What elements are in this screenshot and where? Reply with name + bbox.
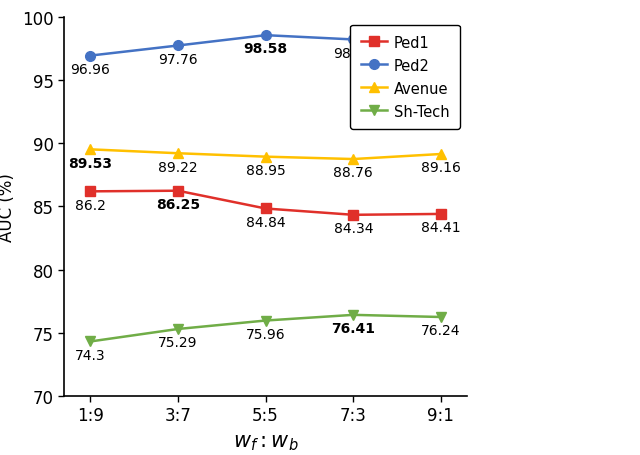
Line: Avenue: Avenue xyxy=(85,145,446,165)
Avenue xyxy=(437,152,445,157)
Text: 98.26: 98.26 xyxy=(421,46,461,61)
Ped2 xyxy=(262,33,269,39)
Line: Ped2: Ped2 xyxy=(85,31,446,61)
Sh-Tech xyxy=(349,313,357,318)
Text: 89.22: 89.22 xyxy=(158,160,198,174)
Text: 74.3: 74.3 xyxy=(75,348,106,362)
X-axis label: $w_f : w_b$: $w_f : w_b$ xyxy=(233,433,298,452)
Y-axis label: AUC (%): AUC (%) xyxy=(0,172,17,242)
Sh-Tech xyxy=(86,339,94,344)
Ped1 xyxy=(86,189,94,195)
Text: 86.25: 86.25 xyxy=(156,197,200,212)
Ped1 xyxy=(262,206,269,212)
Ped2 xyxy=(86,54,94,59)
Ped1 xyxy=(349,212,357,218)
Line: Sh-Tech: Sh-Tech xyxy=(85,310,446,347)
Text: 75.96: 75.96 xyxy=(246,327,285,341)
Legend: Ped1, Ped2, Avenue, Sh-Tech: Ped1, Ped2, Avenue, Sh-Tech xyxy=(350,25,460,130)
Sh-Tech xyxy=(437,314,445,320)
Ped2 xyxy=(437,37,445,43)
Avenue xyxy=(86,147,94,153)
Text: 84.34: 84.34 xyxy=(333,222,373,236)
Text: 89.53: 89.53 xyxy=(68,157,112,170)
Text: 89.16: 89.16 xyxy=(421,161,461,175)
Text: 76.41: 76.41 xyxy=(332,321,375,335)
Text: 96.96: 96.96 xyxy=(70,63,110,77)
Avenue xyxy=(349,157,357,162)
Text: 97.76: 97.76 xyxy=(158,53,198,67)
Ped2 xyxy=(349,38,357,43)
Ped1 xyxy=(174,188,182,194)
Avenue xyxy=(174,151,182,157)
Sh-Tech xyxy=(174,327,182,332)
Sh-Tech xyxy=(262,318,269,324)
Ped2 xyxy=(174,44,182,49)
Text: 88.76: 88.76 xyxy=(333,166,373,180)
Ped1 xyxy=(437,212,445,217)
Text: 75.29: 75.29 xyxy=(158,335,198,349)
Text: 98.24: 98.24 xyxy=(333,47,373,61)
Text: 98.58: 98.58 xyxy=(244,42,287,56)
Line: Ped1: Ped1 xyxy=(85,187,446,220)
Text: 88.95: 88.95 xyxy=(246,164,285,177)
Text: 76.24: 76.24 xyxy=(421,324,461,338)
Avenue xyxy=(262,155,269,160)
Text: 84.84: 84.84 xyxy=(246,215,285,229)
Text: 84.41: 84.41 xyxy=(421,221,461,235)
Text: 86.2: 86.2 xyxy=(75,198,106,212)
